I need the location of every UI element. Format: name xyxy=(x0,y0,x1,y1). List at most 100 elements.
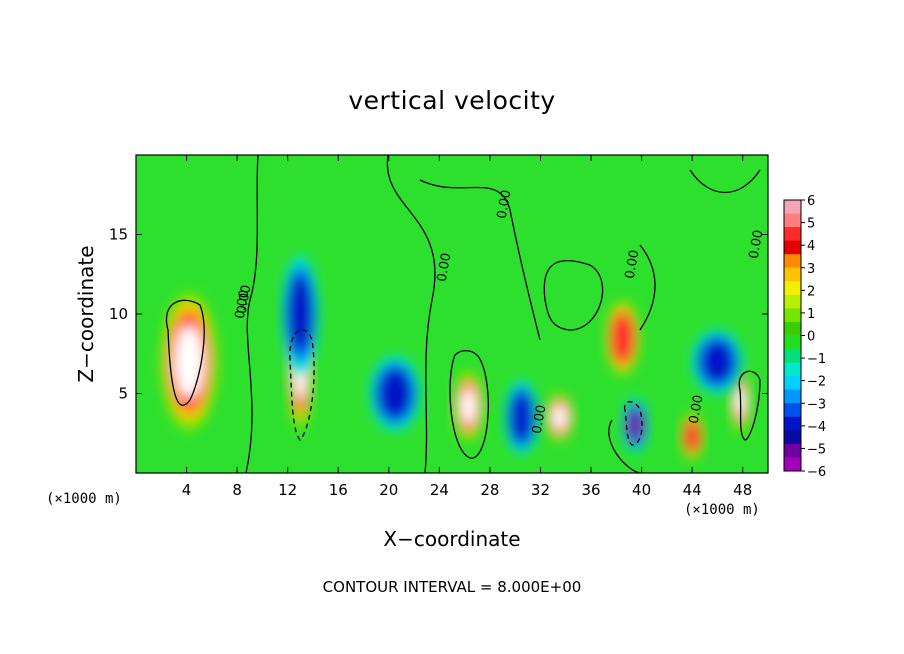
chart-title: vertical velocity xyxy=(348,86,556,115)
zero-contour xyxy=(386,155,436,473)
velocity-cell xyxy=(621,398,649,453)
x-axis-ticks: 4 8 12 16 20 24 28 32 36 40 44 48 xyxy=(182,155,752,499)
colorbar-swatch xyxy=(784,294,801,309)
x-axis-unit-label: (×1000 m) xyxy=(684,502,760,518)
contour-label: 0.00 xyxy=(530,404,550,435)
colorbar-swatch xyxy=(784,443,801,458)
contour-label: 0.00 xyxy=(495,189,515,220)
velocity-cell-band xyxy=(509,390,534,444)
colorbar-swatch xyxy=(784,335,801,350)
x-tick-label: 40 xyxy=(632,481,651,499)
colorbar-tick-label: 4 xyxy=(807,239,815,254)
colorbar-tick-label: −1 xyxy=(807,352,826,367)
velocity-cell-band xyxy=(699,339,736,385)
colorbar-swatch xyxy=(784,308,801,323)
x-tick-label: 16 xyxy=(329,481,348,499)
y-tick-label: 10 xyxy=(109,305,128,323)
colorbar-swatch xyxy=(784,376,801,391)
velocity-cell xyxy=(504,379,539,455)
contour-label: 0.00 xyxy=(687,394,707,425)
colorbar-swatch xyxy=(784,227,801,242)
zero-contour xyxy=(639,244,656,331)
colorbar: 6 5 4 3 2 1 0 −1 −2 −3 −4 −5 −6 xyxy=(783,194,826,480)
dashed-contour xyxy=(623,401,643,446)
velocity-cell-band xyxy=(628,411,643,440)
zero-contour xyxy=(449,349,489,459)
colorbar-swatch xyxy=(784,321,801,336)
colorbar-swatch xyxy=(784,213,801,228)
x-tick-label: 32 xyxy=(531,481,550,499)
plot-area xyxy=(135,154,769,474)
colorbar-tick-label: 6 xyxy=(807,194,815,209)
velocity-cell-band xyxy=(377,367,414,420)
colorbar-swatch xyxy=(784,240,801,255)
colorbar-swatch xyxy=(784,267,801,282)
zero-contour xyxy=(543,259,604,331)
colorbar-tick-label: 0 xyxy=(807,330,815,345)
velocity-cell xyxy=(605,300,640,376)
colorbar-swatch xyxy=(784,281,801,296)
zero-contour xyxy=(419,179,541,341)
zero-contour xyxy=(608,419,641,473)
velocity-cell xyxy=(281,254,320,374)
contour-label: 0.00 xyxy=(435,252,455,283)
y-tick-label: 15 xyxy=(109,226,128,244)
colorbar-swatch xyxy=(784,254,801,269)
x-tick-label: 24 xyxy=(430,481,449,499)
colorbar-swatch xyxy=(784,430,801,445)
y-tick-label: 5 xyxy=(118,385,128,403)
contour-label: 0.00 xyxy=(235,284,255,315)
x-tick-label: 48 xyxy=(733,481,752,499)
zero-contour xyxy=(245,155,259,473)
colorbar-tick-label: 2 xyxy=(807,284,815,299)
velocity-cell xyxy=(369,355,421,432)
zero-contour xyxy=(689,169,761,193)
colorbar-swatch xyxy=(784,389,801,404)
contour-lines xyxy=(165,155,761,473)
plot-background xyxy=(136,155,768,473)
x-tick-label: 12 xyxy=(278,481,297,499)
x-axis-label: X−coordinate xyxy=(383,527,521,551)
colorbar-swatch xyxy=(784,349,801,364)
colorbar-tick-label: −2 xyxy=(807,375,826,390)
x-tick-label: 28 xyxy=(480,481,499,499)
x-tick-label: 20 xyxy=(379,481,398,499)
colorbar-tick-label: −6 xyxy=(807,465,826,480)
colorbar-tick-label: 5 xyxy=(807,217,815,232)
colorbar-tick-label: 1 xyxy=(807,307,815,322)
x-tick-label: 4 xyxy=(182,481,192,499)
colorbar-tick-label: 3 xyxy=(807,262,815,277)
colorbar-swatch xyxy=(784,416,801,431)
x-tick-label: 44 xyxy=(683,481,702,499)
contour-interval-note: CONTOUR INTERVAL = 8.000E+00 xyxy=(322,578,582,596)
velocity-cell xyxy=(544,393,574,441)
x-tick-label: 8 xyxy=(232,481,242,499)
velocity-cell-band xyxy=(610,311,635,365)
colorbar-tick-label: −5 xyxy=(807,442,826,457)
velocity-cell-band xyxy=(174,325,204,398)
velocity-cell-band xyxy=(287,272,314,356)
velocity-cell-band xyxy=(460,388,477,425)
velocity-cell xyxy=(453,371,484,441)
contour-label: 0.00 xyxy=(233,289,253,320)
colorbar-tick-label: −4 xyxy=(807,420,826,435)
contour-label-layer: 0.000.000.000.000.000.00 0.000.00 xyxy=(233,189,767,435)
colorbar-swatch xyxy=(784,457,801,472)
y-axis-unit-label: (×1000 m) xyxy=(46,491,122,507)
colorbar-swatch xyxy=(784,403,801,418)
y-axis-ticks: 5 10 15 xyxy=(109,226,768,403)
colorbar-swatch xyxy=(784,362,801,377)
velocity-cell xyxy=(680,412,705,461)
zero-contour xyxy=(738,370,761,441)
dashed-contour xyxy=(289,328,315,441)
velocity-cell-band xyxy=(683,419,701,454)
contour-label: 0.00 xyxy=(623,249,643,280)
velocity-cell-band xyxy=(551,405,567,430)
colorbar-swatch xyxy=(784,200,801,215)
contour-label: 0.00 xyxy=(747,229,767,260)
velocity-cell xyxy=(160,291,218,432)
velocity-cell xyxy=(691,329,744,394)
x-tick-label: 36 xyxy=(581,481,600,499)
colorbar-tick-label: −3 xyxy=(807,397,826,412)
